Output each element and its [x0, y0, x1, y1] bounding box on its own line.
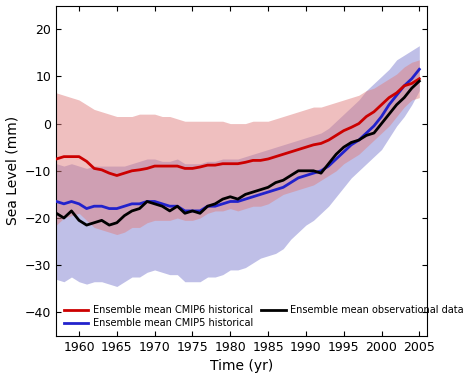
Legend: Ensemble mean CMIP6 historical, Ensemble mean CMIP5 historical, Ensemble mean ob: Ensemble mean CMIP6 historical, Ensemble… — [61, 302, 467, 331]
X-axis label: Time (yr): Time (yr) — [210, 359, 273, 373]
Y-axis label: Sea Level (mm): Sea Level (mm) — [6, 116, 19, 226]
